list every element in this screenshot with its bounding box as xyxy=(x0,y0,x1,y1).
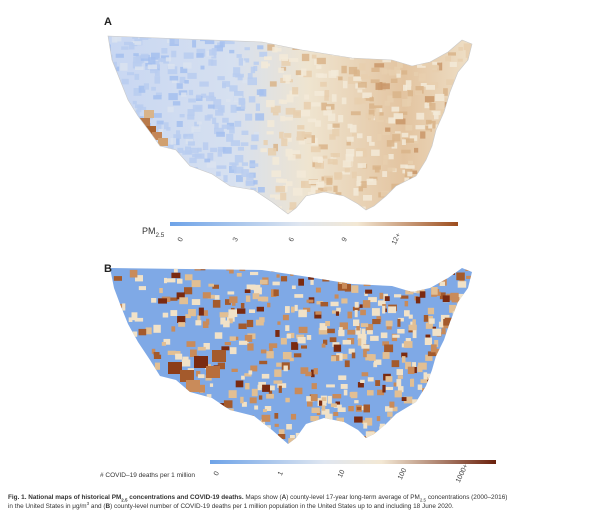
covid-legend-title: # COVID–19 deaths per 1 million xyxy=(100,472,196,479)
covid-legend-bar xyxy=(210,460,496,464)
caption-title: Fig. 1. National maps of historical PM2.… xyxy=(8,494,244,503)
covid-deaths-map xyxy=(110,268,472,444)
pm25-legend-bar xyxy=(170,222,458,226)
pm25-map xyxy=(108,36,472,214)
figure-caption: Fig. 1. National maps of historical PM2.… xyxy=(8,494,508,510)
pm25-legend-title: PM2.5 xyxy=(142,226,165,239)
panel-a-label: A xyxy=(104,16,112,28)
panel-b-label: B xyxy=(104,263,112,275)
